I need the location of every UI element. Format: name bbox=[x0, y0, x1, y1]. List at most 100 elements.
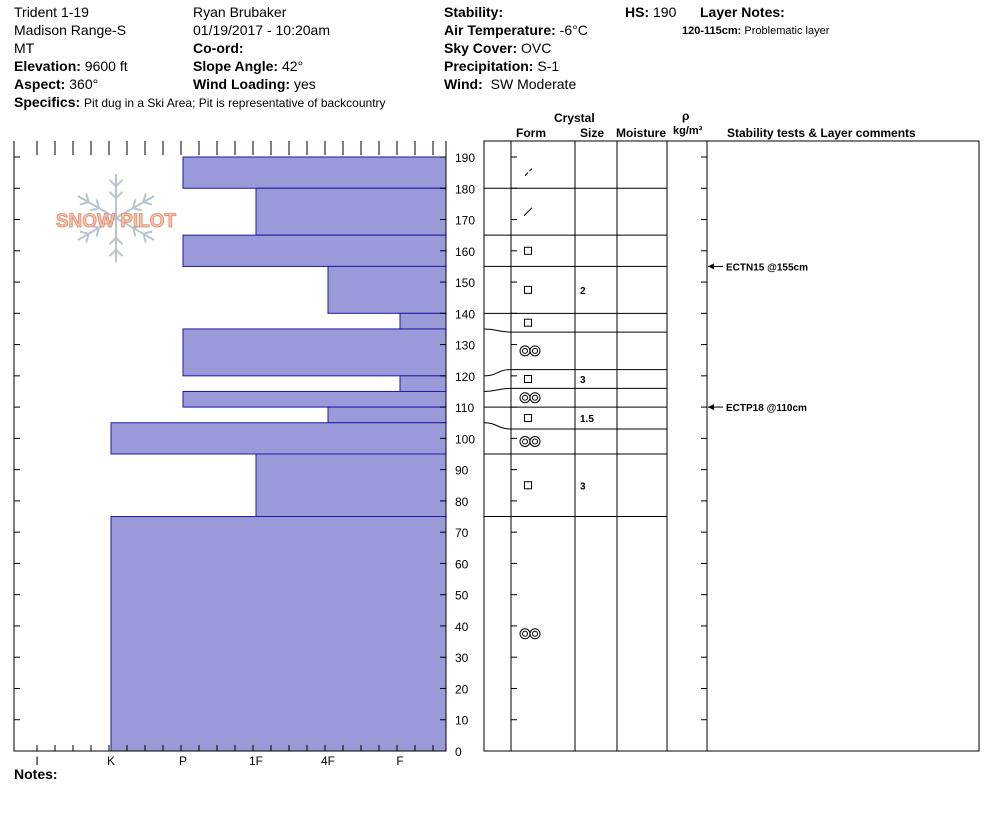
grain-outer-circle bbox=[519, 392, 531, 404]
snowflake-branch bbox=[89, 207, 100, 212]
grain-inner-circle bbox=[522, 394, 528, 401]
hardness-bar bbox=[182, 156, 447, 189]
snowflake-branch bbox=[143, 230, 153, 235]
precipitation: Precipitation: S-1 bbox=[444, 58, 559, 74]
faceted-crystal-symbol bbox=[524, 481, 532, 490]
snowflake-branch bbox=[108, 248, 117, 257]
depth-tick-label: 110 bbox=[455, 401, 474, 415]
hardness-bar bbox=[110, 516, 447, 752]
snowflake-arm bbox=[115, 217, 155, 241]
depth-tick-label: 20 bbox=[455, 682, 469, 696]
observer-name: Ryan Brubaker bbox=[193, 4, 287, 20]
specifics-value: Pit dug in a Ski Area; Pit is representa… bbox=[84, 96, 386, 110]
snowflake-branch bbox=[79, 230, 89, 235]
wind-label: Wind: bbox=[444, 76, 483, 92]
snowflake-arm bbox=[115, 195, 155, 219]
snowflake-branch bbox=[108, 179, 117, 188]
depth-tick-label: 50 bbox=[455, 589, 469, 603]
snowflake-branch bbox=[85, 233, 90, 243]
grain-outer-circle bbox=[529, 392, 541, 404]
hardness-tick-label: P bbox=[179, 754, 187, 768]
size-header: Size bbox=[580, 126, 605, 140]
stability-test-label: ECTN15 @155cm bbox=[726, 262, 808, 273]
snow-height: HS: 190 bbox=[625, 4, 676, 20]
mountain-range: Madison Range-S bbox=[14, 22, 127, 38]
grain-outer-circle bbox=[519, 435, 531, 447]
moisture-header: Moisture bbox=[616, 126, 667, 140]
depth-tick-label: 70 bbox=[455, 526, 469, 540]
layer-connector bbox=[483, 387, 512, 392]
grain-outer-circle bbox=[519, 628, 531, 640]
precip-label: Precipitation: bbox=[444, 58, 534, 74]
snowflake-branch bbox=[132, 199, 137, 209]
hardness-bar bbox=[399, 312, 447, 330]
snowflake-branch bbox=[108, 237, 117, 245]
state: MT bbox=[14, 40, 35, 56]
snowflake-branch bbox=[132, 227, 137, 237]
hs-value: 190 bbox=[653, 4, 677, 20]
snowflake-branch bbox=[142, 233, 147, 243]
sky-value: OVC bbox=[521, 40, 552, 56]
wind: Wind: SW Moderate bbox=[444, 76, 576, 92]
grain-outer-circle bbox=[529, 345, 541, 357]
snowflake-branch bbox=[115, 191, 124, 199]
hardness-tick-label: I bbox=[35, 754, 38, 768]
slope-value: 42° bbox=[281, 58, 304, 74]
hardness-bar bbox=[255, 453, 447, 518]
faceted-crystal-symbol bbox=[524, 285, 532, 294]
grain-size-label: 2 bbox=[580, 286, 586, 297]
grain-size-label: 1.5 bbox=[580, 414, 594, 425]
air-temp-value: -6°C bbox=[559, 22, 588, 38]
layer-connector bbox=[483, 369, 512, 377]
precip-value: S-1 bbox=[537, 58, 560, 74]
aspect: Aspect: 360° bbox=[14, 76, 98, 92]
depth-tick-label: 90 bbox=[455, 464, 469, 478]
hardness-bar bbox=[182, 234, 447, 267]
rounded-grain-symbol bbox=[519, 345, 541, 357]
grain-inner-circle bbox=[532, 438, 538, 445]
snowflake-branch bbox=[95, 227, 100, 237]
snowflake-branch bbox=[115, 248, 124, 257]
layer-note-text: Problematic layer bbox=[744, 25, 830, 37]
crystal-header: Crystal bbox=[554, 111, 595, 125]
depth-tick-label: 60 bbox=[455, 557, 469, 571]
rounded-grain-symbol bbox=[519, 392, 541, 404]
wind-loading: Wind Loading: yes bbox=[193, 76, 316, 92]
faceted-crystal-symbol bbox=[524, 374, 532, 383]
hardness-tick-label: 1F bbox=[249, 754, 263, 768]
snowflake-branch bbox=[115, 179, 124, 188]
stability-test-arrow bbox=[708, 404, 714, 411]
hardness-bar bbox=[327, 265, 447, 314]
snowpilot-logo-text: SNOW PILOT bbox=[56, 211, 177, 232]
layer-grid: 2 3 1.5 3 ECTN15 @155cm ECTP18 @110cm bbox=[483, 140, 980, 752]
sky-label: Sky Cover: bbox=[444, 40, 518, 56]
hs-label: HS: bbox=[625, 4, 650, 20]
snowflake-arm bbox=[77, 195, 117, 219]
wind-loading-value: yes bbox=[293, 76, 316, 92]
layer-note: 120-115cm: Problematic layer bbox=[682, 23, 829, 39]
wind-value: SW Moderate bbox=[490, 76, 577, 92]
snowflake-branch bbox=[132, 224, 143, 229]
depth-tick-label: 120 bbox=[455, 370, 475, 384]
faceted-crystal-symbol bbox=[524, 414, 532, 423]
rounded-grain-symbol bbox=[519, 628, 541, 640]
snowflake-branch bbox=[85, 193, 90, 203]
snowflake-branch bbox=[132, 207, 143, 212]
depth-tick-label: 180 bbox=[455, 182, 475, 196]
snowflake-branch bbox=[79, 201, 89, 206]
depth-tick-label: 160 bbox=[455, 245, 475, 259]
snowflake-branch bbox=[143, 201, 153, 206]
form-header: Form bbox=[516, 126, 546, 140]
grain-inner-circle bbox=[522, 347, 528, 354]
slope-label: Slope Angle: bbox=[193, 58, 279, 74]
elevation-value: 9600 ft bbox=[84, 58, 128, 74]
hardness-tick-label: K bbox=[107, 754, 115, 768]
stability-label: Stability: bbox=[444, 4, 504, 20]
hardness-layers bbox=[110, 156, 447, 752]
depth-tick-label: 10 bbox=[455, 714, 469, 728]
hardness-bar bbox=[182, 328, 447, 377]
hardness-bar bbox=[110, 422, 447, 455]
depth-tick-label: 100 bbox=[455, 432, 475, 446]
layer-connector bbox=[483, 328, 512, 333]
depth-tick-label: 0 bbox=[455, 745, 462, 759]
